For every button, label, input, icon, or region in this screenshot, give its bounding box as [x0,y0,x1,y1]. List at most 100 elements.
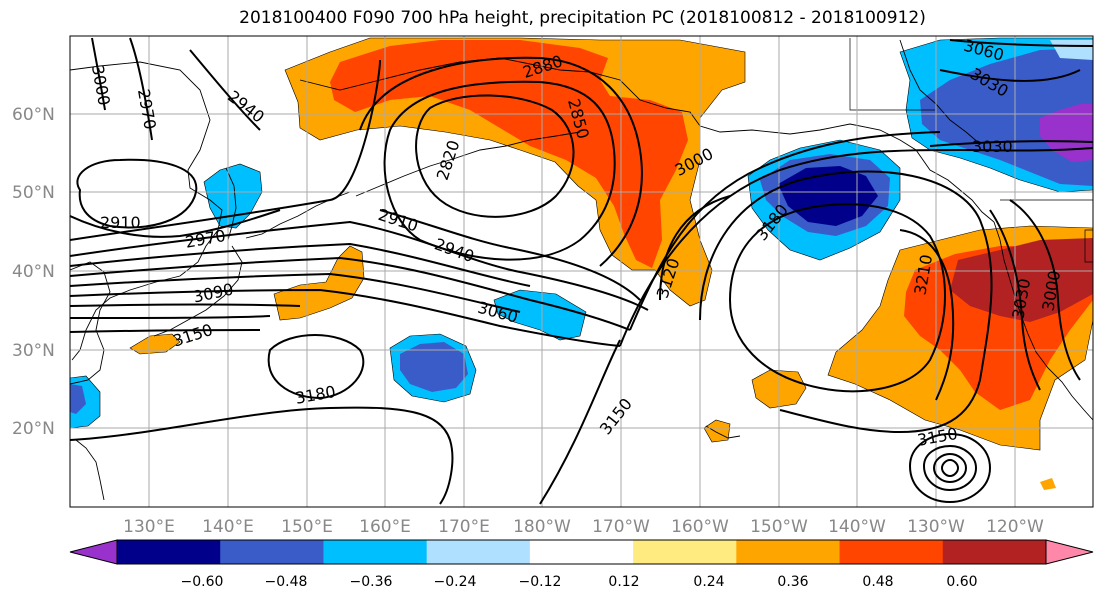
graticule [70,36,1093,507]
colorbar-swatch [839,540,944,564]
colorbar-tick-label: 0.60 [946,574,977,590]
lat-label-60n: 60°N [12,105,55,125]
colorbar-tick-label: −0.60 [181,574,224,590]
colorbar-tick-label: 0.36 [777,574,808,590]
colorbar-swatch [633,540,737,564]
coastline-sakhalin [225,167,237,241]
contour-2970-west-lower [70,209,281,238]
precip-negative-core-gulf [778,166,878,226]
contour-3030 [70,272,521,313]
precip-negative-purple-canada [1040,104,1093,162]
latitude-labels: 60°N 50°N 40°N 30°N 20°N [12,105,55,439]
contour-3150-south [70,406,454,505]
colorbar-tick-label: −0.48 [265,574,308,590]
contour-3150-east [699,170,993,434]
contour-3030-canada [929,140,1093,147]
lat-label-30n: 30°N [12,341,55,361]
figure-title: 2018100400 F090 700 hPa height, precipit… [239,8,926,28]
precip-positive-core-alaska [330,40,688,268]
colorbar: −0.60 −0.48 −0.36 −0.24 −0.12 0.12 0.24 … [69,539,1094,590]
colorbar-extend-max [1046,540,1093,564]
colorbar-swatch [117,540,221,564]
lon-label-170e: 170°E [438,517,490,537]
contour-low-center-2 [922,444,978,492]
lon-label-150e: 150°E [281,517,333,537]
lat-label-20n: 20°N [12,419,55,439]
colorbar-swatches [70,540,1093,564]
contour-low-center-3 [932,452,968,484]
map-panel: 3000 2970 2940 2880 2850 2820 3060 3030 … [69,35,1094,508]
colorbar-tick-label: −0.36 [350,574,393,590]
boundary-box-eastedge [1084,229,1093,263]
map-frame [69,35,1094,508]
lon-label-130w: 130°W [907,517,965,537]
contour-low-center-1 [908,432,992,504]
contour-3030-east [989,209,1041,391]
lon-label-140w: 140°W [828,517,886,537]
contour-2910 [70,59,641,301]
colorbar-swatch [529,540,634,564]
lon-label-150w: 150°W [750,517,808,537]
contour-2820-loop [415,94,575,218]
lon-label-160w: 160°W [671,517,729,537]
contour-3120 [70,195,731,319]
coastline-korea-china [70,261,111,385]
colorbar-frame [116,539,1047,565]
colorbar-ticks: −0.60 −0.48 −0.36 −0.24 −0.12 0.12 0.24 … [181,574,978,590]
contour-2940 [70,220,649,311]
precip-positive-small [1040,478,1056,490]
colorbar-swatch [323,540,428,564]
contour-label: 2910 [100,213,141,232]
lon-label-130e: 130°E [123,517,175,537]
contour-2880 [359,56,643,267]
contour-3150 [70,329,621,505]
coastline-hawaii [705,425,741,439]
colorbar-tick-label: 0.48 [862,574,893,590]
precip-negative-core-westedge [70,384,86,414]
colorbar-tick-label: 0.12 [608,574,639,590]
height-contours [70,37,1093,505]
colorbar-swatch [426,540,531,564]
coastline-japan [153,245,243,337]
contour-3210 [899,229,955,401]
coastline-taiwan-philippines [75,439,105,501]
longitude-labels: 130°E 140°E 150°E 160°E 170°E 180°W 170°… [123,517,1044,537]
lon-label-120w: 120°W [986,517,1044,537]
colorbar-tick-label: 0.24 [693,574,724,590]
colorbar-swatch [220,540,324,564]
lon-label-160e: 160°E [359,517,411,537]
contour-3180-gulf [728,203,946,393]
precip-negative-mid-canada [920,48,1093,186]
contour-3060 [70,147,1093,347]
contour-3000-east [1009,199,1081,381]
precip-positive-area-kuril [273,245,365,321]
lon-label-140e: 140°E [202,517,254,537]
colorbar-swatch [942,540,1047,564]
contour-2850 [383,80,616,261]
lat-label-40n: 40°N [12,262,55,282]
colorbar-extend-min [70,540,117,564]
contour-label: 3030 [972,137,1013,156]
contour-2910-loop [76,158,198,229]
contour-2970 [70,242,531,287]
boundary-canada-us-line [849,38,935,111]
contour-3090 [70,303,301,307]
coastline-north-america [993,221,1093,421]
contour-low-center-4 [940,458,960,478]
contour-3060-ne [949,39,1093,47]
contour-2970-west [129,37,153,141]
precip-negative-area-kamchatka [203,163,263,229]
coastline-aleutians [355,131,581,197]
contour-2940-west [189,49,261,131]
colorbar-swatch [736,540,841,564]
lon-label-180w: 180°W [513,517,571,537]
colorbar-tick-label: −0.24 [434,574,477,590]
precip-positive-area-japan [129,333,181,355]
lat-label-50n: 50°N [12,183,55,203]
lon-label-170w: 170°W [592,517,650,537]
precip-negative-core-central [400,342,468,392]
contour-3030-ne [939,69,1081,82]
colorbar-tick-label: −0.12 [519,574,562,590]
contour-3180-loop-west [267,334,365,400]
